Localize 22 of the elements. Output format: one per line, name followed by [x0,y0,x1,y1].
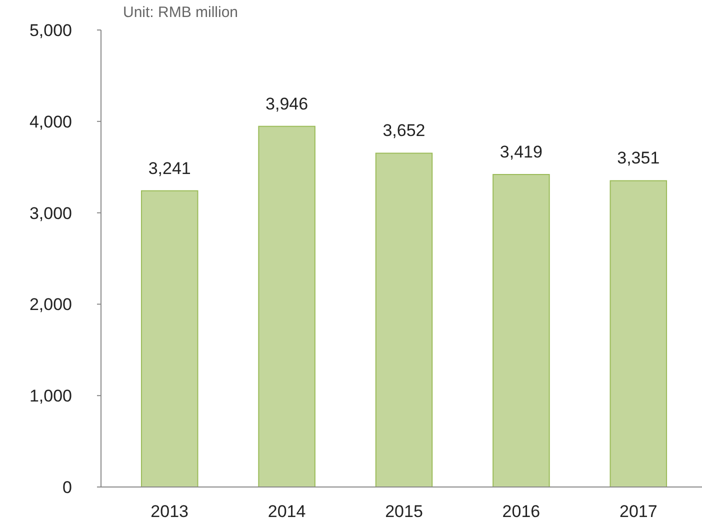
y-tick-label: 3,000 [29,204,72,223]
x-tick-label: 2017 [619,502,658,521]
y-tick-label: 4,000 [29,112,72,132]
x-tick-label: 2014 [268,502,306,521]
bar [375,152,433,488]
y-tick-label: 2,000 [29,295,72,314]
y-tick-label: 5,000 [29,20,72,40]
y-tick-label: 1,000 [29,386,72,406]
bar [258,126,316,488]
x-tick-label: 2016 [502,502,540,521]
bar [610,180,668,488]
data-label: 3,419 [500,142,542,162]
data-label: 3,241 [148,158,191,178]
x-tick-label: 2015 [385,502,423,521]
text: Unit: RMB million [123,4,238,21]
data-label: 3,946 [266,94,308,114]
data-label: 3,652 [382,121,426,140]
y-tick-label: 0 [62,478,72,497]
bar [492,174,550,488]
data-label: 3,351 [617,148,660,168]
x-tick-label: 2013 [150,502,189,521]
bar [140,190,198,488]
